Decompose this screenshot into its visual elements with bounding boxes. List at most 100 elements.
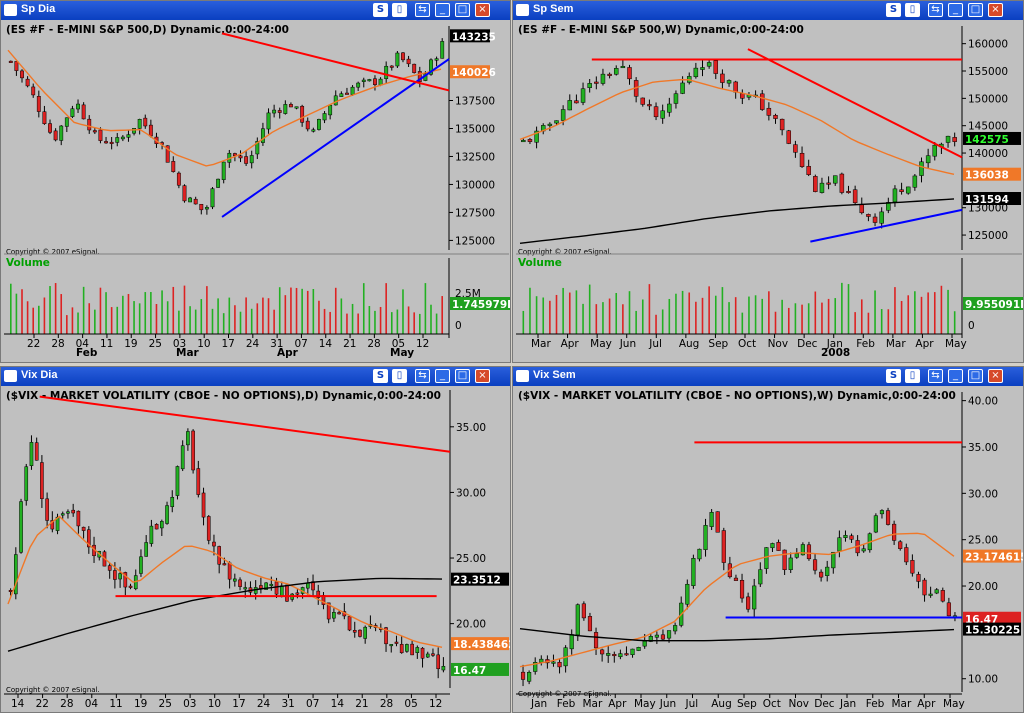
window-title: Sp Sem: [533, 3, 574, 15]
dock-button[interactable]: ⇆: [928, 3, 943, 17]
maximize-button[interactable]: □: [968, 3, 983, 17]
y-tick-label: 25.00: [456, 553, 486, 565]
candle-body: [434, 58, 439, 61]
titlebar[interactable]: Sp Sem S ▯ ⇆ _ □ ×: [513, 1, 1023, 20]
window-icon: [4, 370, 17, 382]
candle-body: [294, 106, 299, 109]
candle-body: [333, 95, 338, 106]
s-icon[interactable]: S: [373, 369, 388, 383]
link-icon[interactable]: ▯: [905, 369, 920, 383]
candle-body: [283, 104, 288, 114]
s-icon[interactable]: S: [886, 3, 901, 17]
trendline-red: [221, 32, 450, 92]
dock-button[interactable]: ⇆: [415, 3, 430, 17]
candle-body: [244, 156, 249, 164]
link-icon[interactable]: ▯: [392, 369, 407, 383]
titlebar[interactable]: Sp Dia S ▯ ⇆ _ □ ×: [1, 1, 510, 20]
candle-body: [238, 155, 243, 159]
candle-body: [417, 71, 422, 82]
maximize-button[interactable]: □: [455, 369, 470, 383]
x-tick-label: 19: [124, 338, 137, 350]
window-vix-sem: Vix Sem S ▯ ⇆ _ □ × ($VIX - MARKET VOLAT…: [512, 366, 1024, 713]
link-icon[interactable]: ▯: [392, 3, 407, 17]
candle-body: [394, 641, 399, 644]
candle-body: [587, 616, 593, 632]
candle-body: [50, 520, 55, 530]
candle-body: [66, 511, 70, 514]
x-tick-label: 10: [208, 698, 221, 710]
candle-body: [29, 442, 34, 466]
price-label: 23.3512: [453, 575, 501, 587]
candle-body: [104, 141, 108, 144]
price-label: 23.174615: [965, 552, 1023, 564]
minimize-button[interactable]: _: [435, 369, 450, 383]
minimize-button[interactable]: _: [948, 3, 963, 17]
x-tick-label: Aug: [711, 698, 732, 710]
candle-body: [337, 612, 341, 615]
close-button[interactable]: ×: [475, 369, 490, 383]
maximize-button[interactable]: □: [455, 3, 470, 17]
minimize-button[interactable]: _: [948, 369, 963, 383]
candle-body: [721, 530, 726, 563]
link-icon[interactable]: ▯: [905, 3, 920, 17]
candle-body: [952, 137, 957, 142]
close-button[interactable]: ×: [988, 3, 1003, 17]
candle-body: [53, 130, 58, 141]
x-tick-label: Nov: [789, 698, 810, 710]
window-title: Vix Sem: [533, 369, 576, 381]
maximize-button[interactable]: □: [968, 369, 983, 383]
close-button[interactable]: ×: [988, 369, 1003, 383]
x-tick-label: May: [943, 698, 965, 710]
volume-title: Volume: [518, 257, 562, 269]
candle-body: [14, 61, 19, 71]
candle-body: [800, 544, 805, 556]
candle-body: [429, 59, 433, 75]
candle-body: [826, 182, 831, 185]
candle-body: [347, 616, 352, 631]
candle-body: [31, 86, 36, 96]
candle-body: [59, 125, 64, 141]
trendline-blue: [810, 208, 963, 243]
price-label-box: [963, 131, 1021, 145]
close-button[interactable]: ×: [475, 3, 490, 17]
chart-title: ($VIX - MARKET VOLATILITY (CBOE - NO OPT…: [518, 390, 956, 402]
x-tick-label: 04: [85, 698, 99, 710]
candle-body: [945, 135, 951, 143]
candle-body: [776, 542, 781, 551]
s-icon[interactable]: S: [373, 3, 388, 17]
candle-body: [885, 510, 891, 525]
candle-body: [520, 671, 526, 680]
minimize-button[interactable]: _: [435, 3, 450, 17]
candle-body: [182, 185, 187, 202]
candle-body: [40, 462, 44, 499]
y-tick-label: 25.00: [968, 535, 998, 547]
dock-button[interactable]: ⇆: [415, 369, 430, 383]
candle-body: [363, 626, 367, 639]
candle-body: [697, 548, 702, 560]
y-tick-label: 150000: [968, 93, 1008, 105]
dock-button[interactable]: ⇆: [928, 369, 943, 383]
candle-body: [350, 86, 355, 95]
candle-body: [910, 560, 915, 574]
candle-body: [171, 161, 176, 172]
x-tick-label: 22: [27, 338, 40, 350]
titlebar[interactable]: Vix Sem S ▯ ⇆ _ □ ×: [513, 367, 1023, 386]
titlebar[interactable]: Vix Dia S ▯ ⇆ _ □ ×: [1, 367, 510, 386]
candle-body: [819, 182, 825, 193]
year-label: 2008: [821, 347, 850, 359]
candle-body: [216, 178, 221, 188]
candle-body: [773, 115, 778, 119]
y-tick-label: 130000: [968, 203, 1008, 215]
x-tick-label: Dec: [814, 698, 835, 710]
candle-body: [316, 590, 321, 598]
candle-body: [389, 644, 394, 647]
candle-body: [764, 547, 769, 569]
candle-body: [193, 198, 198, 205]
candle-body: [144, 542, 148, 557]
x-tick-label: 03: [183, 698, 196, 710]
s-icon[interactable]: S: [886, 369, 901, 383]
x-tick-label: 12: [429, 698, 442, 710]
candle-body: [636, 647, 641, 651]
candle-body: [352, 630, 357, 633]
x-tick-label: 31: [270, 338, 283, 350]
